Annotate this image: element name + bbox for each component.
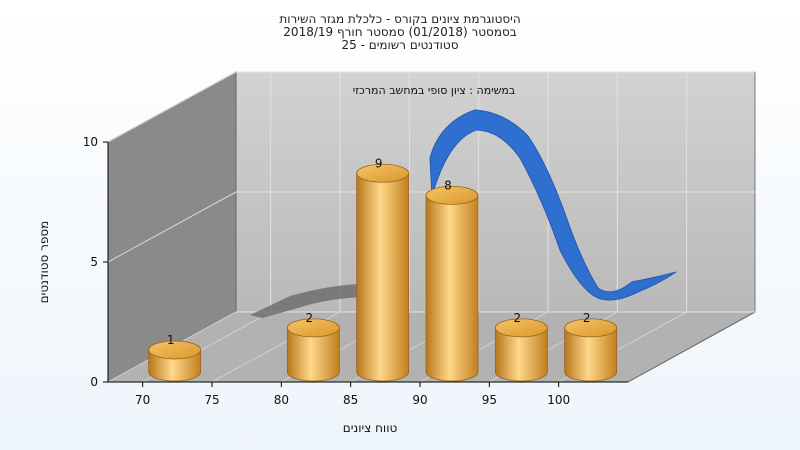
grid-line-side-1 xyxy=(107,191,237,263)
bar-95 xyxy=(494,327,548,382)
x-axis-label: טווח ציונים xyxy=(343,421,398,435)
bar-top-80 xyxy=(286,318,340,338)
chart-title-line-1: היסטוגרמת ציונים בקורס - כלכלת מגזר השיר… xyxy=(279,12,521,26)
shadow-ribbon xyxy=(250,284,380,318)
y-tick-label-2: 10 xyxy=(83,135,98,149)
bar-top-85 xyxy=(356,163,410,183)
x-tick-label-6: 100 xyxy=(547,393,570,407)
bar-85 xyxy=(356,172,410,382)
grid-line-side-2 xyxy=(107,71,237,143)
bar-top-100 xyxy=(564,318,618,338)
value-label-70: 1 xyxy=(167,333,175,347)
chart-subtitle: במשימה : ציון סופי במחשב המרכזי xyxy=(353,84,516,97)
value-label-100: 2 xyxy=(583,311,591,325)
bar-top-90 xyxy=(425,185,479,205)
y-axis-label: מספר סטודנטים xyxy=(37,221,51,304)
x-tick-label-0: 70 xyxy=(135,393,150,407)
value-label-85: 9 xyxy=(375,156,383,170)
value-label-80: 2 xyxy=(306,311,314,325)
distribution-curve xyxy=(429,109,677,301)
bar-80 xyxy=(286,327,340,382)
bar-90 xyxy=(425,194,479,382)
y-tick-label-0: 0 xyxy=(90,375,98,389)
x-tick-label-2: 80 xyxy=(274,393,289,407)
x-tick-label-1: 75 xyxy=(204,393,219,407)
axes: 0 5 10 70 75 80 85 90 95 100 xyxy=(83,135,570,407)
bar-top-95 xyxy=(494,318,548,338)
value-label-95: 2 xyxy=(514,311,522,325)
bars: 1 2 9 8 2 2 xyxy=(148,156,618,382)
value-label-90: 8 xyxy=(444,178,452,192)
x-tick-label-3: 85 xyxy=(343,393,358,407)
x-tick-label-4: 90 xyxy=(412,393,427,407)
bar-top-70 xyxy=(148,340,202,360)
x-tick-label-5: 95 xyxy=(482,393,497,407)
y-tick-label-1: 5 xyxy=(90,255,98,269)
bar-100 xyxy=(564,327,618,382)
chart-title-line-2: בסמסטר (01/2018) סמסטר חורף 2018/19 xyxy=(283,25,517,39)
chart-title-line-3: סטודנטים רשומים - 25 xyxy=(341,38,459,52)
